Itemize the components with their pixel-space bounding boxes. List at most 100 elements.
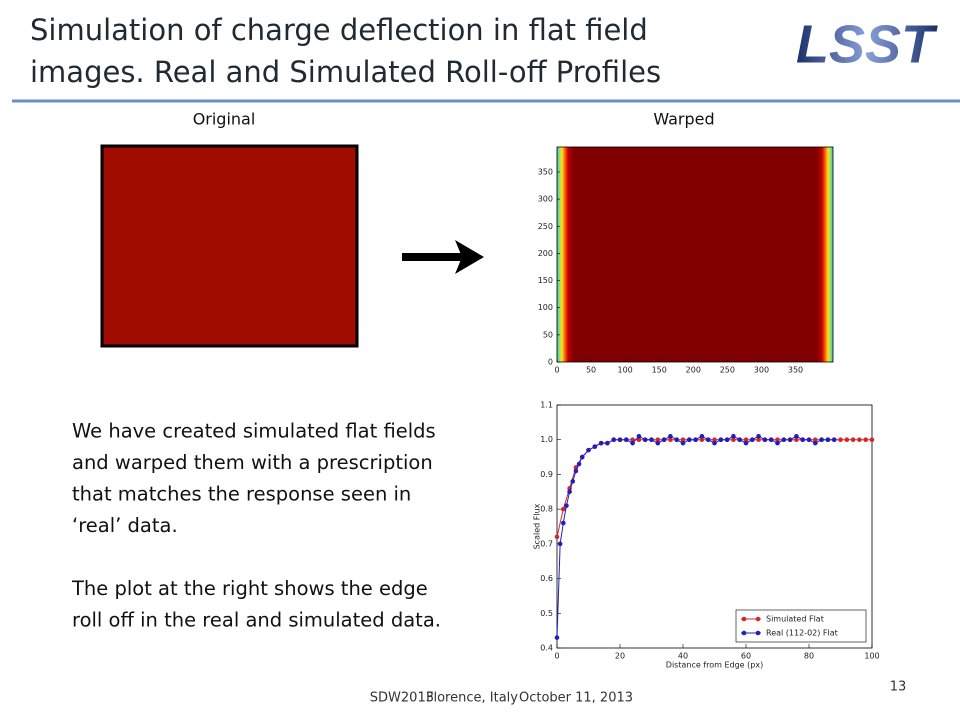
point (737, 437, 742, 443)
point (576, 461, 582, 467)
point (674, 437, 679, 443)
point (554, 534, 560, 540)
legend-marker (755, 630, 761, 636)
legend-label: Simulated Flat (766, 615, 824, 624)
x-tick-label: 80 (804, 652, 814, 661)
warped-image (556, 146, 834, 363)
point (680, 440, 686, 446)
point (561, 520, 566, 526)
point (743, 437, 749, 443)
point (586, 447, 591, 453)
point (630, 437, 635, 443)
x-tick-label: 50 (586, 366, 596, 375)
point (750, 437, 755, 443)
point (718, 437, 724, 443)
y-tick-label: 0.8 (540, 505, 553, 514)
x-tick-label: 300 (754, 366, 769, 375)
point (605, 440, 610, 446)
legend-label: Real (112-02) Flat (766, 629, 838, 638)
body-text: roll off in the real and simulated data. (72, 609, 441, 632)
legend-marker (741, 616, 747, 622)
point (825, 437, 831, 443)
point (661, 437, 667, 443)
point (731, 437, 736, 443)
point (579, 454, 585, 460)
y-tick-label: 1.1 (540, 401, 553, 410)
footer: Florence, Italy (426, 691, 518, 706)
page-number: 13 (890, 680, 907, 695)
x-tick-label: 0 (554, 652, 559, 661)
point (624, 437, 629, 443)
y-tick-label: 1.0 (540, 435, 553, 444)
title: Simulation of charge deflection in flat … (30, 13, 648, 47)
y-tick-label: 150 (538, 276, 553, 285)
point (787, 437, 793, 443)
y-axis-label: Scaled Flux (533, 503, 542, 549)
point (687, 437, 692, 443)
legend-box (735, 609, 867, 643)
point (680, 437, 686, 443)
y-tick-label: 100 (538, 303, 553, 312)
x-axis-label: Distance from Edge (px) (666, 661, 763, 670)
y-tick-label: 0.9 (540, 470, 553, 479)
x-tick-label: 20 (615, 652, 625, 661)
y-tick-label: 0.6 (540, 574, 553, 583)
point (724, 437, 730, 443)
point (838, 437, 843, 443)
body-text: We have created simulated flat fields (72, 420, 436, 443)
point (813, 437, 818, 443)
legend-marker (741, 630, 747, 636)
x-tick-label: 250 (720, 366, 735, 375)
point (655, 437, 661, 443)
point (554, 635, 560, 640)
point (642, 437, 648, 443)
y-tick-label: 0.7 (540, 539, 553, 548)
point (693, 437, 698, 443)
footer: October 11, 2013 (519, 691, 633, 706)
y-tick-label: 250 (538, 222, 553, 231)
point (831, 437, 837, 443)
point (775, 440, 780, 446)
original-image (100, 144, 359, 348)
point (850, 437, 856, 443)
footer: SDW2013 (370, 691, 434, 706)
point (756, 433, 761, 439)
point (705, 437, 711, 443)
point (668, 437, 673, 443)
body-text: ‘real’ data. (72, 514, 178, 537)
point (592, 444, 598, 449)
point (768, 437, 774, 443)
point (617, 437, 623, 443)
point (819, 437, 824, 443)
point (781, 437, 787, 443)
body-text: The plot at the right shows the edge (71, 577, 428, 600)
point (611, 437, 616, 443)
point (844, 437, 850, 443)
body-text: that matches the response seen in (72, 483, 411, 506)
plot-frame (556, 404, 873, 649)
point (794, 437, 799, 443)
point (806, 437, 812, 443)
x-tick-label: 150 (652, 366, 667, 375)
point (649, 437, 654, 443)
point (655, 440, 661, 446)
point (668, 433, 673, 439)
point (813, 440, 818, 446)
body-text: and warped them with a prescription (72, 451, 433, 474)
y-tick-label: 0.5 (540, 609, 553, 618)
point (731, 433, 736, 439)
point (699, 433, 705, 439)
point (775, 437, 780, 443)
point (857, 437, 862, 443)
legend-marker (755, 616, 761, 622)
x-tick-label: 40 (678, 652, 688, 661)
point (567, 489, 572, 495)
x-tick-label: 350 (788, 366, 803, 375)
y-tick-label: 350 (538, 167, 553, 176)
y-tick-label: 300 (538, 195, 553, 204)
point (743, 440, 749, 446)
point (573, 468, 579, 474)
panel-label: Original (193, 110, 256, 129)
